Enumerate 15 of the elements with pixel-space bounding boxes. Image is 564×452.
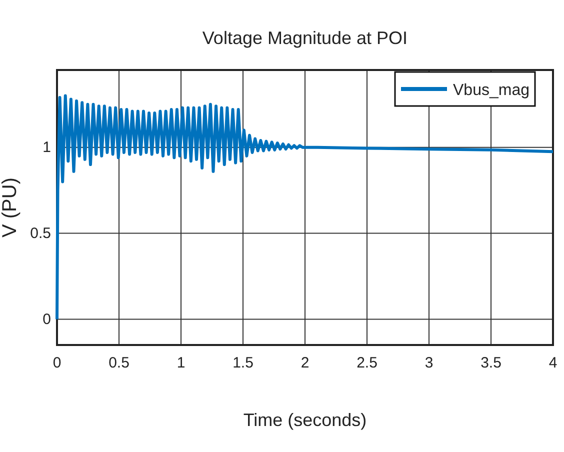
x-tick-label: 3 [424, 354, 434, 372]
x-tick-label: 1.5 [232, 354, 254, 372]
x-tick-label: 0.5 [108, 354, 130, 372]
x-tick-label: 1 [176, 354, 186, 372]
x-tick-label: 4 [548, 354, 558, 372]
chart-title: Voltage Magnitude at POI [202, 28, 408, 48]
y-tick-label: 1 [42, 139, 51, 156]
legend-label: Vbus_mag [453, 82, 530, 99]
y-tick-label: 0.5 [30, 225, 51, 242]
x-axis-title: Time (seconds) [243, 410, 367, 430]
x-tick-label: 3.5 [480, 354, 502, 372]
y-tick-label: 0 [42, 311, 51, 328]
y-axis-title: V (PU) [0, 178, 21, 238]
x-tick-label: 2.5 [356, 354, 378, 372]
x-tick-label: 2 [300, 354, 310, 372]
